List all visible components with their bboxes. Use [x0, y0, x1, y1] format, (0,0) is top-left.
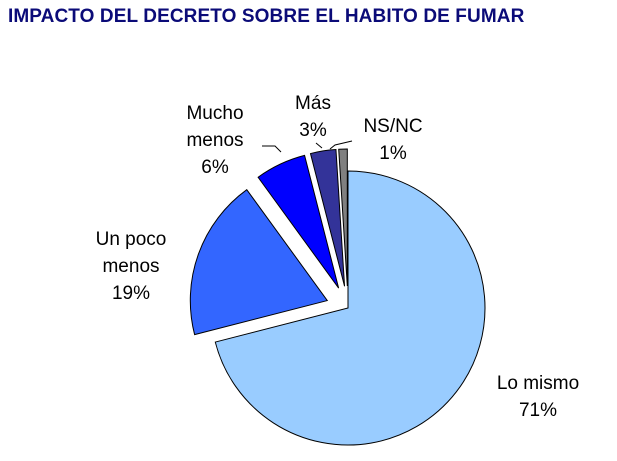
chart-title: IMPACTO DEL DECRETO SOBRE EL HABITO DE F… — [8, 6, 525, 27]
pie-slice-2 — [257, 154, 340, 289]
leader-line-4 — [329, 140, 353, 150]
leader-line-2 — [262, 145, 282, 153]
pie-slice-3 — [309, 149, 346, 287]
slice-label-3: Más 3% — [295, 93, 331, 141]
pie-slice-0 — [214, 170, 486, 446]
pie-slice-4 — [338, 148, 348, 287]
slice-label-2: Mucho menos 6% — [186, 103, 243, 178]
pie-slice-1 — [189, 189, 329, 336]
slice-label-0: Lo mismo 71% — [497, 373, 579, 421]
leader-line-3 — [315, 142, 323, 149]
slice-label-4: NS/NC 1% — [363, 116, 422, 164]
slice-label-1: Un poco menos 19% — [96, 229, 167, 304]
